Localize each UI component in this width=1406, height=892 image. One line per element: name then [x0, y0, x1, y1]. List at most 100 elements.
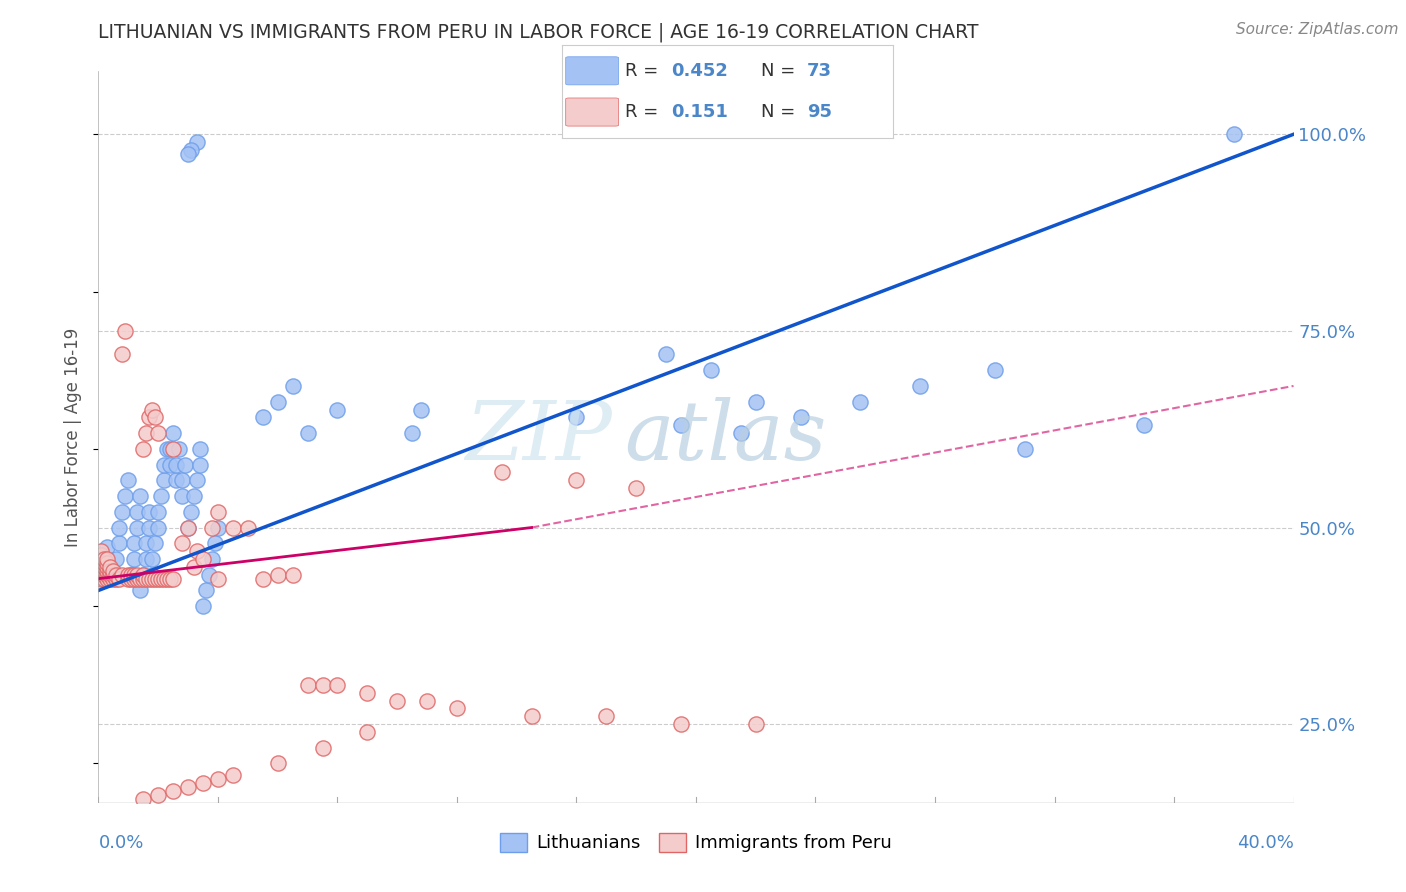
Point [96, 564, 118, 578]
Point [141, 402, 163, 417]
Point [730, 426, 752, 441]
Point [159, 442, 181, 456]
Point [100, 559, 122, 574]
Point [177, 520, 200, 534]
Point [100, 564, 122, 578]
Point [520, 709, 543, 723]
Point [207, 572, 229, 586]
Point [148, 426, 170, 441]
Point [565, 473, 588, 487]
Point [204, 536, 226, 550]
Point [90, 564, 112, 578]
Point [153, 458, 176, 472]
Point [135, 426, 157, 441]
Point [103, 572, 125, 586]
Point [105, 552, 128, 566]
Point [180, 505, 202, 519]
Text: 0.151: 0.151 [672, 103, 728, 121]
Point [90, 559, 112, 574]
Point [356, 686, 378, 700]
Point [108, 520, 131, 534]
Point [108, 572, 131, 586]
Point [416, 693, 439, 707]
Point [96, 567, 118, 582]
Point [96, 572, 118, 586]
Point [700, 363, 723, 377]
Point [207, 520, 229, 534]
Point [207, 772, 229, 787]
Point [103, 567, 125, 582]
Point [198, 567, 221, 582]
Point [565, 410, 588, 425]
Point [491, 466, 513, 480]
Point [669, 717, 692, 731]
Point [132, 792, 155, 806]
Point [90, 567, 112, 582]
Text: N =: N = [761, 62, 800, 79]
Point [143, 572, 166, 586]
Point [1014, 442, 1036, 456]
Point [183, 559, 205, 574]
Point [127, 520, 149, 534]
Text: 0.452: 0.452 [672, 62, 728, 79]
Point [143, 410, 166, 425]
Point [150, 572, 173, 586]
Point [174, 458, 197, 472]
Text: N =: N = [761, 103, 800, 121]
Point [669, 418, 692, 433]
Point [626, 481, 648, 495]
Point [148, 520, 170, 534]
Point [96, 559, 118, 574]
Point [159, 458, 181, 472]
Point [127, 505, 149, 519]
Point [93, 556, 115, 570]
Point [1133, 418, 1156, 433]
Point [201, 520, 224, 534]
Point [105, 572, 128, 586]
Point [111, 347, 134, 361]
Point [159, 572, 181, 586]
Point [252, 410, 274, 425]
Text: atlas: atlas [624, 397, 827, 477]
Point [401, 426, 423, 441]
Point [93, 564, 115, 578]
Point [135, 552, 157, 566]
Point [148, 788, 170, 802]
Point [356, 725, 378, 739]
Point [207, 505, 229, 519]
Point [141, 552, 163, 566]
Point [162, 442, 184, 456]
Point [385, 693, 409, 707]
Point [153, 473, 176, 487]
Point [162, 784, 184, 798]
Text: R =: R = [626, 62, 664, 79]
Point [96, 552, 118, 566]
Point [150, 489, 173, 503]
Point [267, 567, 290, 582]
Point [1223, 128, 1246, 142]
Point [326, 678, 349, 692]
Point [132, 567, 155, 582]
Point [188, 458, 211, 472]
Point [153, 572, 176, 586]
Point [138, 505, 160, 519]
Point [124, 536, 146, 550]
Point [93, 567, 115, 582]
Point [148, 505, 170, 519]
Point [745, 394, 768, 409]
Point [120, 567, 142, 582]
Legend: Lithuanians, Immigrants from Peru: Lithuanians, Immigrants from Peru [494, 826, 898, 860]
Point [135, 536, 157, 550]
Point [93, 572, 115, 586]
Point [120, 572, 142, 586]
Point [183, 489, 205, 503]
Point [165, 458, 187, 472]
Point [143, 536, 166, 550]
Point [281, 567, 304, 582]
Point [138, 520, 160, 534]
Point [311, 740, 333, 755]
Point [138, 410, 160, 425]
Point [156, 572, 179, 586]
Y-axis label: In Labor Force | Age 16-19: In Labor Force | Age 16-19 [65, 327, 83, 547]
Point [111, 567, 134, 582]
